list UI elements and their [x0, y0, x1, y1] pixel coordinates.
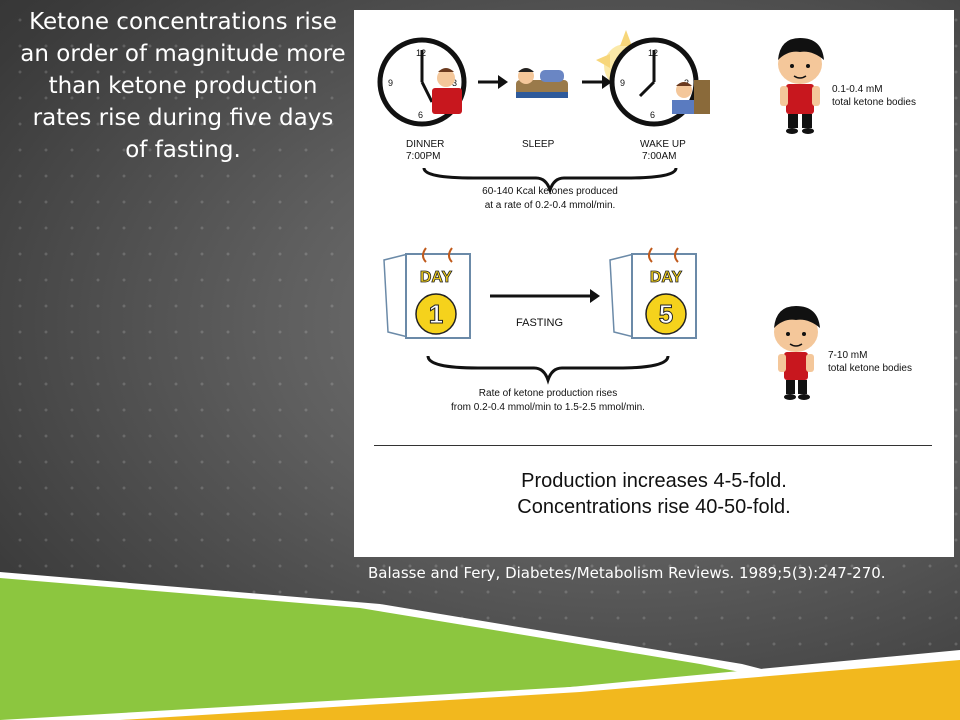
day-1-word: DAY — [420, 269, 453, 286]
svg-text:6: 6 — [418, 110, 423, 120]
overnight-caption-line1: 60-140 Kcal ketones produced — [482, 186, 618, 197]
calendar-day-5-icon — [609, 247, 697, 339]
wakeup-clock-icon: 12 3 6 9 — [609, 37, 710, 127]
overnight-caption-line2: at a rate of 0.2-0.4 mmol/min. — [485, 200, 616, 211]
sleeping-person-icon — [516, 68, 568, 98]
fasting-caption-line2: from 0.2-0.4 mmol/min to 1.5-2.5 mmol/mi… — [451, 402, 645, 413]
svg-text:3: 3 — [452, 78, 457, 88]
summary-line-2: Concentrations rise 40-50-fold. — [517, 496, 791, 518]
wakeup-time: 7:00AM — [642, 151, 676, 162]
ketone-diagram: 12 3 6 9 — [354, 30, 916, 413]
fasting-concentration-unit: total ketone bodies — [828, 363, 912, 374]
day-5-number: 5 — [659, 299, 673, 329]
dinner-clock-icon: 12 3 6 9 — [377, 37, 467, 127]
boy-character-icon — [774, 306, 820, 400]
brace-icon — [426, 355, 670, 385]
summary-box: Production increases 4-5-fold. Concentra… — [354, 416, 954, 557]
brace-icon — [422, 167, 678, 195]
svg-text:6: 6 — [650, 110, 655, 120]
dinner-label: DINNER — [406, 139, 444, 150]
fasting-concentration: 7-10 mM — [828, 350, 867, 361]
overnight-concentration: 0.1-0.4 mM — [832, 84, 883, 95]
svg-text:9: 9 — [620, 78, 625, 88]
dinner-time: 7:00PM — [406, 151, 440, 162]
divider — [374, 445, 932, 446]
arrow-right-icon — [478, 75, 508, 89]
fasting-caption-line1: Rate of ketone production rises — [479, 388, 617, 399]
figure-panel: 12 3 6 9 — [354, 10, 954, 557]
sleep-label: SLEEP — [522, 139, 555, 150]
summary-line-1: Production increases 4-5-fold. — [521, 470, 787, 492]
day-1-number: 1 — [429, 299, 443, 329]
day-5-word: DAY — [650, 269, 683, 286]
fasting-label: FASTING — [516, 317, 563, 329]
boy-character-icon — [778, 38, 824, 134]
calendar-day-1-icon — [383, 247, 471, 339]
svg-text:9: 9 — [388, 78, 393, 88]
slide-title: Ketone concentrations rise an order of m… — [20, 9, 346, 163]
citation: Balasse and Fery, Diabetes/Metabolism Re… — [368, 564, 886, 582]
wakeup-label: WAKE UP — [640, 139, 686, 150]
overnight-concentration-unit: total ketone bodies — [832, 97, 916, 108]
arrow-right-icon — [490, 289, 600, 303]
arrow-right-icon — [582, 75, 612, 89]
